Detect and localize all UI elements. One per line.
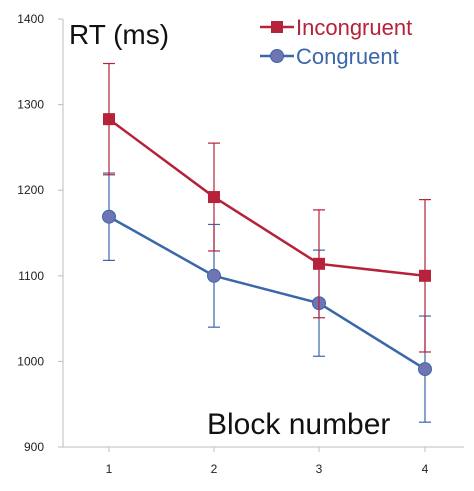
legend: Incongruent Congruent (260, 15, 412, 69)
data-point-congruent (102, 209, 116, 224)
x-tick-label: 2 (211, 462, 218, 476)
series-line-incongruent (108, 118, 426, 278)
legend-item-congruent: Congruent (260, 44, 399, 69)
y-tick-label: 1200 (17, 183, 44, 197)
data-point-incongruent (208, 191, 220, 204)
axes (62, 19, 464, 448)
x-ticks: 1 2 3 4 (106, 447, 429, 476)
x-tick-label: 3 (316, 462, 323, 476)
series-line-congruent (108, 215, 426, 371)
legend-label-incongruent: Incongruent (296, 15, 412, 40)
data-point-incongruent (313, 257, 325, 270)
y-tick-label: 1100 (18, 269, 44, 283)
y-ticks: 900 1000 1100 1200 1300 1400 (17, 12, 63, 454)
legend-label-congruent: Congruent (296, 44, 399, 69)
x-axis-label: Block number (207, 408, 390, 441)
x-tick-label: 1 (106, 462, 113, 476)
x-tick-label: 4 (422, 462, 429, 476)
y-tick-label: 1000 (17, 354, 44, 368)
y-tick-label: 1400 (17, 12, 44, 26)
data-point-incongruent (103, 113, 115, 126)
series-incongruent (103, 62, 431, 353)
chart-title: RT (ms) (69, 19, 169, 50)
legend-marker-incongruent (271, 21, 283, 33)
legend-marker-congruent (270, 49, 284, 63)
y-tick-label: 900 (24, 440, 44, 454)
data-point-congruent (207, 268, 221, 283)
legend-item-incongruent: Incongruent (260, 15, 412, 40)
series-congruent (102, 172, 432, 423)
y-tick-label: 1300 (17, 98, 44, 112)
series-layer (102, 62, 432, 423)
data-point-congruent (418, 362, 432, 377)
data-point-incongruent (419, 269, 431, 282)
